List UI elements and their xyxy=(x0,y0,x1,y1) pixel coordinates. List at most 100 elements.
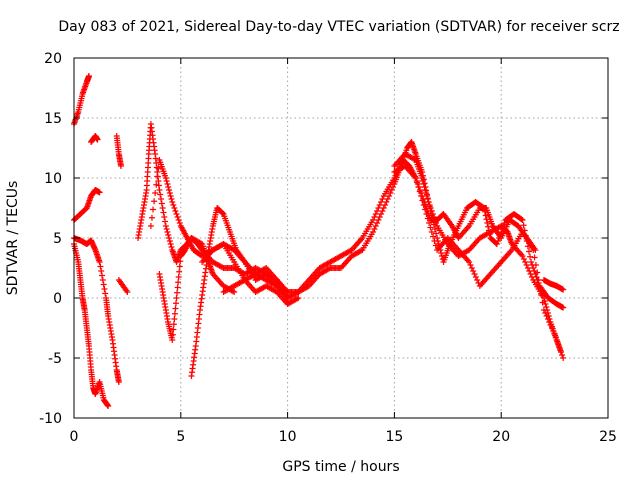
data-point xyxy=(115,379,122,385)
data-point xyxy=(154,173,161,180)
data-point xyxy=(99,277,106,283)
data-point xyxy=(483,216,490,223)
data-point xyxy=(526,268,533,274)
data-point xyxy=(524,243,531,250)
data-point xyxy=(176,220,183,226)
data-point xyxy=(163,178,170,184)
data-point xyxy=(151,198,158,205)
data-point xyxy=(382,202,389,208)
data-point xyxy=(547,322,554,328)
data-point xyxy=(156,187,163,193)
data-point xyxy=(387,190,394,196)
data-point xyxy=(161,214,168,220)
data-point xyxy=(378,199,385,205)
data-point xyxy=(482,212,489,219)
data-point xyxy=(284,301,291,307)
data-point xyxy=(534,269,541,276)
data-point xyxy=(176,263,183,270)
data-point xyxy=(522,259,529,265)
data-point xyxy=(560,304,567,311)
data-point xyxy=(150,206,157,213)
series-track-e xyxy=(88,133,101,145)
data-point xyxy=(157,191,164,198)
data-points xyxy=(71,73,567,409)
data-point xyxy=(530,247,537,253)
data-point xyxy=(428,212,435,219)
y-tick-label: 15 xyxy=(44,111,62,127)
data-point xyxy=(166,238,173,244)
series-track-b xyxy=(71,73,92,127)
y-tick-label: 20 xyxy=(44,51,62,67)
x-tick-label: 5 xyxy=(176,429,185,445)
data-point xyxy=(555,343,562,349)
data-point xyxy=(147,223,154,229)
data-point xyxy=(467,262,474,268)
data-point xyxy=(167,241,174,247)
data-point xyxy=(427,224,434,231)
data-point xyxy=(424,196,431,202)
data-point xyxy=(384,196,391,202)
data-point xyxy=(432,242,439,249)
data-point xyxy=(438,253,445,259)
data-point xyxy=(548,325,555,331)
data-point xyxy=(219,264,226,271)
y-tick-label: 10 xyxy=(44,171,62,187)
data-point xyxy=(501,220,508,226)
data-point xyxy=(551,331,558,337)
data-point xyxy=(101,286,108,292)
data-point xyxy=(500,223,507,229)
data-point xyxy=(560,355,567,361)
data-point xyxy=(523,262,530,268)
data-point xyxy=(519,253,526,259)
data-point xyxy=(376,202,383,208)
data-point xyxy=(400,163,407,170)
data-point xyxy=(177,258,184,265)
data-point xyxy=(295,295,302,301)
data-point xyxy=(96,259,103,265)
data-point xyxy=(484,220,491,226)
data-point xyxy=(162,223,169,229)
data-point xyxy=(172,300,179,307)
data-point xyxy=(174,284,181,291)
data-point xyxy=(520,222,527,229)
data-point xyxy=(97,263,104,270)
data-point xyxy=(172,208,179,214)
data-point xyxy=(166,235,173,241)
data-point xyxy=(419,197,426,204)
series-track-q xyxy=(540,277,567,293)
data-point xyxy=(374,208,381,214)
data-point xyxy=(538,292,545,298)
data-point xyxy=(559,352,566,358)
data-point xyxy=(424,215,431,222)
data-point xyxy=(419,175,426,181)
data-point xyxy=(427,208,434,214)
axis-ticks xyxy=(73,57,609,419)
data-point xyxy=(423,190,430,196)
data-point xyxy=(164,181,171,187)
data-point xyxy=(85,73,92,79)
data-point xyxy=(535,277,542,283)
data-point xyxy=(165,232,172,238)
data-point xyxy=(380,205,387,211)
data-point xyxy=(96,189,103,196)
data-point xyxy=(162,218,169,225)
data-point xyxy=(376,214,383,220)
data-point xyxy=(498,229,505,235)
data-point xyxy=(375,217,382,223)
series-track-j xyxy=(156,235,238,343)
data-point xyxy=(497,232,504,238)
data-point xyxy=(543,313,550,319)
data-point xyxy=(175,274,182,280)
data-point xyxy=(416,188,423,195)
data-point xyxy=(169,331,176,338)
data-point xyxy=(480,204,487,211)
data-point xyxy=(170,202,177,208)
data-point xyxy=(544,316,551,322)
data-point xyxy=(375,205,382,211)
data-point xyxy=(94,136,101,143)
data-point xyxy=(383,199,390,205)
data-point xyxy=(155,165,162,172)
data-point xyxy=(169,337,176,343)
data-point xyxy=(558,349,565,355)
series-track-c xyxy=(71,241,112,409)
